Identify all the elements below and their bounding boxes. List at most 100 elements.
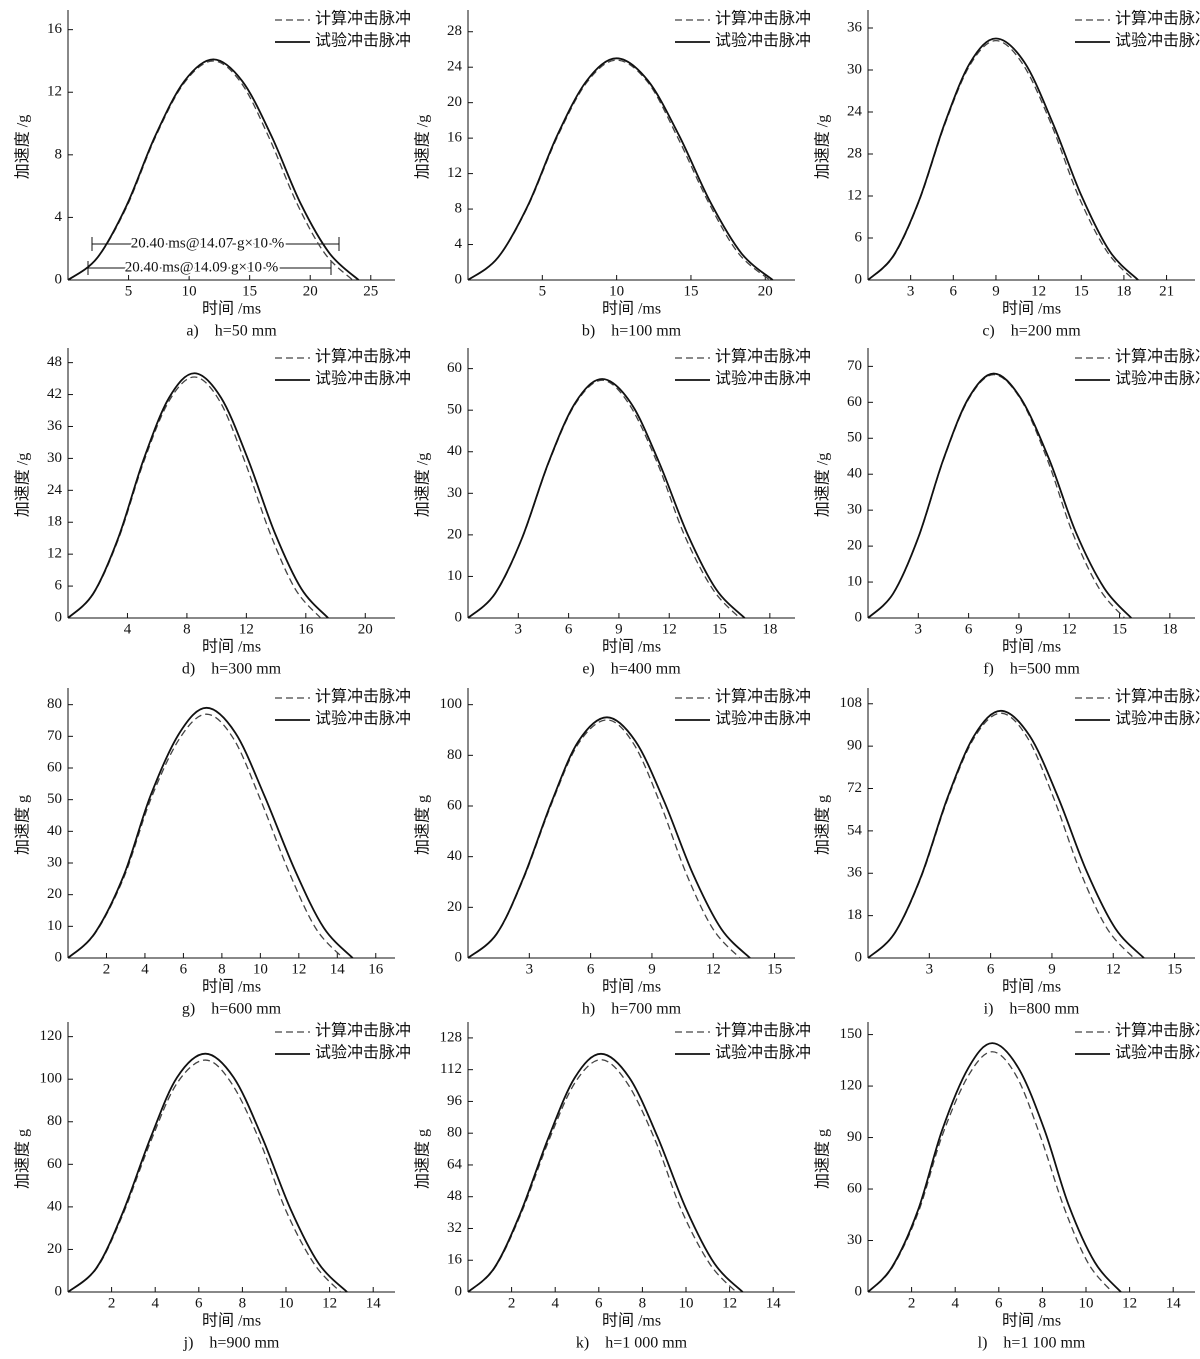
y-tick-label: 36 bbox=[47, 418, 63, 434]
x-tick-label: 8 bbox=[183, 621, 191, 637]
pulse-line bbox=[867, 37, 1139, 281]
x-tick-label: 9 bbox=[1048, 961, 1056, 977]
x-tick-label: 18 bbox=[1116, 283, 1131, 299]
x-tick-label: 3 bbox=[526, 961, 534, 977]
pulse-line bbox=[867, 39, 1135, 281]
y-tick-label: 150 bbox=[840, 1026, 863, 1042]
x-tick-label: 15 bbox=[1074, 283, 1089, 299]
x-tick-label: 15 bbox=[767, 961, 782, 977]
panel: 0 20 40 60 80 100 3 6 9 12 15 时间 /ms 加速度 g h) h=700 m… bbox=[414, 687, 811, 1018]
y-tick-label: 60 bbox=[447, 797, 462, 813]
y-tick-label: 80 bbox=[447, 747, 462, 763]
panel: 0 10 20 30 40 50 60 3 6 9 12 15 18 时间 /ms 加速度 /g e) h=4… bbox=[414, 347, 811, 678]
legend-label: 试验冲击脉冲 bbox=[1115, 370, 1200, 388]
y-tick-label: 90 bbox=[847, 1129, 862, 1145]
legend-label: 计算冲击脉冲 bbox=[715, 687, 811, 706]
annotation: 20.40 ms@14.09 g×10 % bbox=[125, 259, 279, 275]
x-tick-label: 4 bbox=[124, 621, 132, 637]
legend-label: 计算冲击脉冲 bbox=[715, 9, 811, 28]
pulse-line bbox=[67, 706, 354, 959]
legend-label: 试验冲击脉冲 bbox=[315, 370, 411, 388]
y-axis-label: 加速度 g bbox=[814, 795, 832, 855]
x-tick-label: 12 bbox=[322, 1295, 337, 1311]
y-tick-label: 40 bbox=[47, 823, 62, 839]
pulse-line bbox=[467, 379, 741, 619]
legend-label: 计算冲击脉冲 bbox=[315, 347, 411, 366]
y-tick-label: 12 bbox=[447, 165, 462, 181]
y-tick-label: 0 bbox=[55, 949, 63, 965]
x-tick-label: 12 bbox=[722, 1295, 737, 1311]
y-tick-label: 0 bbox=[55, 271, 63, 287]
y-tick-label: 36 bbox=[847, 865, 863, 881]
y-tick-label: 28 bbox=[447, 23, 462, 39]
y-tick-label: 90 bbox=[847, 738, 862, 754]
y-tick-label: 40 bbox=[47, 1198, 62, 1214]
x-axis-label: 时间 /ms bbox=[602, 978, 661, 996]
x-tick-label: 4 bbox=[151, 1295, 159, 1311]
x-tick-label: 8 bbox=[639, 1295, 647, 1311]
y-tick-label: 64 bbox=[447, 1156, 463, 1172]
caption: k) h=1 000 mm bbox=[576, 1335, 688, 1352]
x-tick-label: 18 bbox=[762, 621, 777, 637]
x-tick-label: 10 bbox=[609, 283, 624, 299]
legend-label: 试验冲击脉冲 bbox=[715, 1044, 811, 1062]
y-tick-label: 4 bbox=[455, 236, 463, 252]
caption: f) h=500 mm bbox=[983, 661, 1080, 678]
x-axis-label: 时间 /ms bbox=[602, 1312, 661, 1330]
y-tick-label: 30 bbox=[847, 61, 862, 77]
y-tick-label: 20 bbox=[847, 538, 862, 554]
pulse-line bbox=[67, 58, 360, 281]
x-tick-label: 12 bbox=[1031, 283, 1046, 299]
x-axis-label: 时间 /ms bbox=[202, 638, 261, 656]
x-tick-label: 16 bbox=[298, 621, 314, 637]
y-tick-label: 30 bbox=[847, 1232, 862, 1248]
x-tick-label: 20 bbox=[758, 283, 773, 299]
x-tick-label: 9 bbox=[992, 283, 1000, 299]
x-tick-label: 6 bbox=[565, 621, 573, 637]
legend-label: 试验冲击脉冲 bbox=[1115, 710, 1200, 728]
x-tick-label: 20 bbox=[303, 283, 318, 299]
y-tick-label: 12 bbox=[47, 84, 62, 100]
legend-label: 试验冲击脉冲 bbox=[315, 1044, 411, 1062]
x-axis-label: 时间 /ms bbox=[1002, 978, 1061, 996]
y-tick-label: 80 bbox=[447, 1125, 462, 1141]
legend-label: 试验冲击脉冲 bbox=[1115, 32, 1200, 50]
x-axis-label: 时间 /ms bbox=[202, 1312, 261, 1330]
x-tick-label: 6 bbox=[595, 1295, 603, 1311]
caption: j) h=900 mm bbox=[183, 1335, 280, 1352]
x-tick-label: 3 bbox=[907, 283, 915, 299]
panel: 0 10 20 30 40 50 60 70 80 2 4 6 8 10 12 14 16 时间 /ms 加速度 g… bbox=[14, 687, 411, 1018]
y-tick-label: 6 bbox=[55, 578, 63, 594]
y-tick-label: 70 bbox=[847, 358, 862, 374]
caption: a) h=50 mm bbox=[186, 323, 277, 340]
x-tick-label: 6 bbox=[587, 961, 595, 977]
y-axis-label: 加速度 /g bbox=[14, 453, 32, 517]
x-tick-label: 14 bbox=[366, 1295, 382, 1311]
pulse-line bbox=[67, 376, 322, 619]
panel: 0 4 8 12 16 5 10 15 20 25 时间 /ms 加速度 /g a) h=50 mm 计算… bbox=[14, 9, 411, 340]
y-tick-label: 0 bbox=[455, 949, 463, 965]
y-tick-label: 20 bbox=[47, 886, 62, 902]
y-tick-label: 108 bbox=[840, 695, 863, 711]
y-tick-label: 30 bbox=[47, 854, 62, 870]
caption: l) h=1 100 mm bbox=[978, 1335, 1086, 1352]
x-tick-label: 3 bbox=[515, 621, 523, 637]
x-tick-label: 6 bbox=[995, 1295, 1003, 1311]
x-tick-label: 4 bbox=[141, 961, 149, 977]
caption: b) h=100 mm bbox=[582, 323, 682, 340]
y-tick-label: 0 bbox=[455, 1283, 463, 1299]
panel: 0 4 8 12 16 20 24 28 5 10 15 20 时间 /ms 加速度 /g b) h=100… bbox=[414, 9, 811, 340]
annotation: 20.40 ms@14.07 g×10 % bbox=[131, 235, 285, 251]
y-tick-label: 32 bbox=[447, 1220, 462, 1236]
y-tick-label: 16 bbox=[447, 130, 463, 146]
x-tick-label: 10 bbox=[279, 1295, 294, 1311]
x-tick-label: 10 bbox=[253, 961, 268, 977]
y-tick-label: 0 bbox=[855, 609, 863, 625]
x-tick-label: 8 bbox=[218, 961, 226, 977]
y-tick-label: 80 bbox=[47, 696, 62, 712]
y-tick-label: 80 bbox=[47, 1113, 62, 1129]
y-tick-label: 0 bbox=[855, 271, 863, 287]
x-tick-label: 15 bbox=[712, 621, 727, 637]
y-tick-label: 50 bbox=[847, 430, 862, 446]
